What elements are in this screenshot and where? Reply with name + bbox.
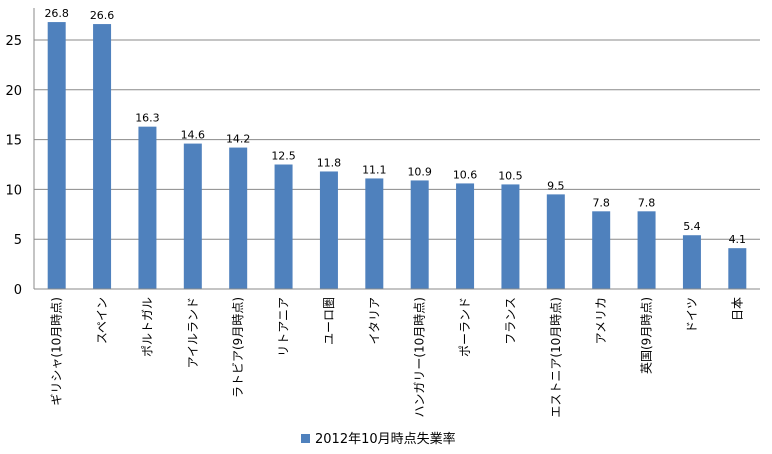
category-label: ギリシャ(10月時点): [50, 297, 64, 406]
bar: [501, 184, 520, 289]
y-tick-label: 15: [5, 134, 22, 149]
category-label: エストニア(10月時点): [549, 297, 563, 418]
category-label: ドイツ: [685, 297, 699, 333]
bar: [456, 183, 475, 289]
bar: [319, 171, 338, 289]
data-label: 26.6: [90, 9, 115, 22]
data-label: 7.8: [592, 196, 610, 209]
data-label: 10.9: [407, 165, 432, 178]
y-tick-label: 20: [5, 84, 22, 99]
bar: [365, 178, 384, 289]
category-label: リトアニア: [277, 297, 291, 357]
category-label: ハンガリー(10月時点): [413, 297, 427, 418]
data-label: 26.8: [44, 7, 69, 20]
data-label: 10.6: [453, 168, 478, 181]
data-label: 4.1: [729, 233, 747, 246]
category-label: ラトビア(9月時点): [231, 297, 245, 398]
category-label: スペイン: [95, 297, 109, 344]
data-label: 9.5: [547, 179, 565, 192]
bar: [138, 126, 157, 289]
data-label: 12.5: [271, 150, 296, 163]
x-axis-labels: ギリシャ(10月時点) スペイン ポルトガル アイルランド ラトビア(9月時点) リトアニ…: [50, 297, 745, 418]
category-label: ポーランド: [458, 297, 472, 357]
bars: [47, 22, 747, 290]
bar: [592, 211, 611, 289]
data-labels: 26.8 26.6 16.3 14.6 14.2 12.5 11.8 11.1 10.9 10.6…: [44, 7, 746, 246]
data-label: 11.1: [362, 163, 387, 176]
category-label: ポルトガル: [140, 297, 154, 357]
y-tick-label: 0: [14, 283, 22, 298]
data-label: 11.8: [317, 156, 342, 169]
y-tick-label: 10: [5, 183, 22, 198]
bar: [546, 194, 565, 289]
data-label: 5.4: [683, 220, 701, 233]
bar: [47, 22, 66, 290]
data-label: 7.8: [638, 196, 656, 209]
category-label: ユーロ圏: [322, 297, 336, 345]
y-tick-label: 5: [14, 233, 22, 248]
legend-swatch: [301, 434, 310, 443]
data-label: 10.5: [498, 169, 523, 182]
data-label: 16.3: [135, 112, 160, 125]
y-tick-label: 25: [5, 34, 22, 49]
bar: [274, 164, 293, 289]
bar: [229, 147, 248, 289]
bar: [682, 235, 701, 289]
category-label: 英国(9月時点): [640, 297, 654, 374]
data-label: 14.2: [226, 133, 251, 146]
category-label: アイルランド: [186, 297, 200, 368]
data-label: 14.6: [181, 129, 206, 142]
legend: 2012年10月時点失業率: [301, 431, 456, 447]
category-label: アメリカ: [594, 297, 608, 344]
bar: [93, 24, 112, 290]
bar: [183, 143, 202, 289]
bar: [728, 248, 747, 289]
category-label: イタリア: [367, 297, 381, 345]
category-label: 日本: [730, 297, 744, 321]
y-axis-ticks: 0 5 10 15 20 25: [5, 34, 22, 298]
legend-label: 2012年10月時点失業率: [315, 431, 456, 447]
bar: [410, 180, 429, 289]
bar: [637, 211, 656, 289]
category-label: フランス: [503, 297, 517, 345]
